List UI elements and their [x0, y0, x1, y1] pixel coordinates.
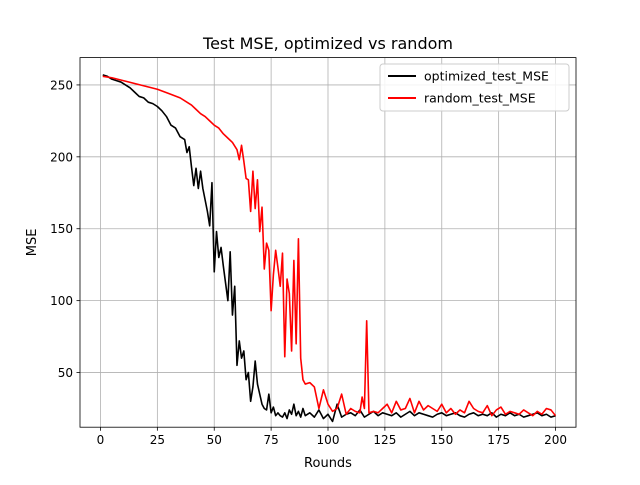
x-tick-label: 200	[544, 433, 567, 447]
series-line-optimized	[102, 74, 556, 423]
x-axis-label: Rounds	[304, 456, 352, 471]
chart-title: Test MSE, optimized vs random	[202, 34, 453, 53]
x-tick-label: 175	[487, 433, 510, 447]
y-tick-label: 200	[50, 150, 73, 164]
x-tick-label: 150	[430, 433, 453, 447]
y-tick-label: 250	[50, 78, 73, 92]
tick-layer: 0 25 50 75 100 125 150 175 200 50 100 150 200 250	[50, 78, 567, 447]
legend-label-optimized: optimized_test_MSE	[424, 69, 549, 84]
x-tick-label: 125	[373, 433, 396, 447]
x-tick-label: 0	[97, 433, 105, 447]
grid-layer	[80, 57, 576, 428]
y-tick-label: 50	[58, 366, 73, 380]
x-tick-label: 75	[263, 433, 278, 447]
legend: optimized_test_MSE random_test_MSE	[379, 63, 570, 112]
series-layer	[102, 74, 557, 423]
x-tick-label: 100	[317, 433, 340, 447]
legend-frame	[379, 63, 570, 112]
y-axis-label: MSE	[25, 229, 40, 257]
series-line-random	[102, 75, 557, 417]
y-tick-label: 100	[50, 294, 73, 308]
x-tick-label: 50	[207, 433, 222, 447]
y-tick-label: 150	[50, 222, 73, 236]
x-tick-label: 25	[150, 433, 165, 447]
legend-label-random: random_test_MSE	[424, 91, 536, 106]
